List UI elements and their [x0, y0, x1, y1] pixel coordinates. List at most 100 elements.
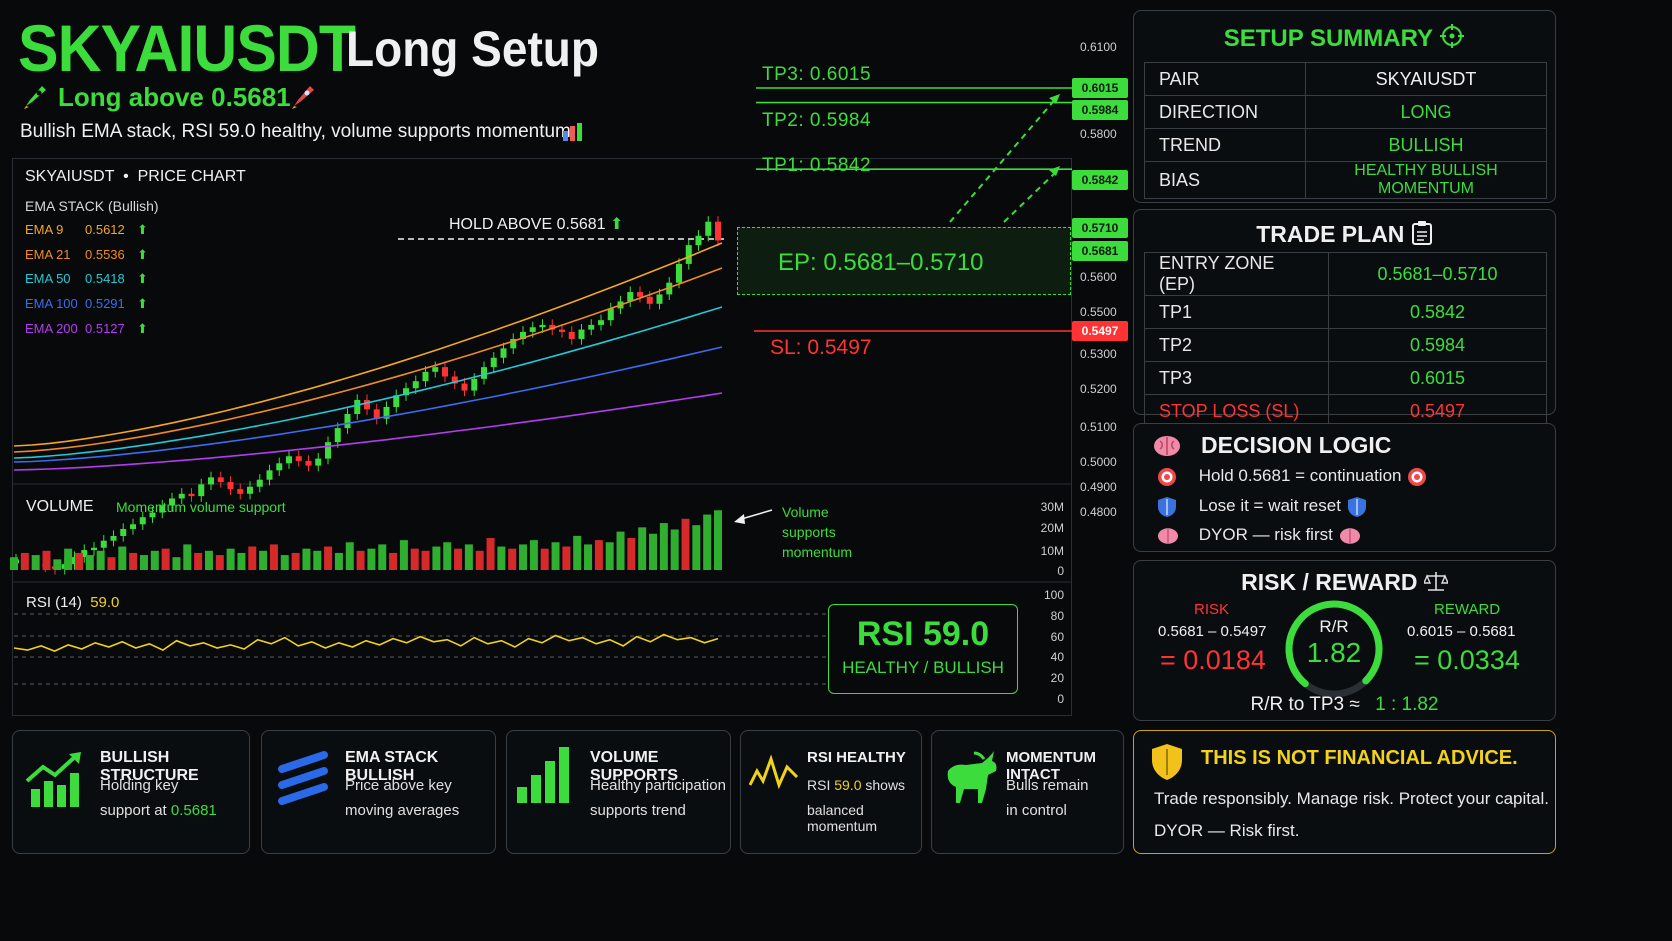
target-arrow [949, 95, 1059, 223]
volume-bar [74, 552, 83, 570]
volume-bar [139, 555, 148, 570]
card-rsi-healthy: RSI HEALTHY RSI 59.0 shows balanced mome… [740, 730, 922, 854]
candle-body [149, 512, 156, 518]
table-row: ENTRY ZONE (EP) 0.5681–0.5710 [1144, 252, 1547, 296]
row-key: BIAS [1144, 161, 1306, 199]
ema-label: EMA 21 [25, 246, 71, 262]
candle-body [198, 484, 205, 497]
rsi-tick: 40 [1050, 650, 1064, 665]
candle-body [91, 547, 97, 551]
candle-body [412, 381, 419, 389]
rsi-tick: 60 [1050, 629, 1064, 644]
candle-body [130, 524, 136, 529]
risk-range: 0.5681 – 0.5497 [1158, 623, 1267, 640]
candle-body [403, 388, 409, 396]
candle-body [578, 329, 585, 339]
price-tags: 0.6015 0.5984 0.5842 0.5710 0.5681 0.549… [1072, 0, 1128, 720]
bar-chart-icon [562, 122, 584, 147]
volume-bar [334, 552, 343, 570]
table-row: TREND BULLISH [1144, 128, 1547, 162]
rsi-tick: 0 [1057, 692, 1064, 706]
card-text: Bulls remain [1006, 777, 1089, 794]
candle-body [188, 493, 195, 497]
volume-tick: 30M [1040, 500, 1064, 514]
volume-bar [432, 546, 441, 570]
volume-bar [194, 552, 203, 570]
price-tick: 0.4900 [1080, 480, 1117, 494]
volume-bar [378, 544, 387, 570]
rsi-line [13, 633, 719, 652]
candle-body [549, 324, 556, 330]
candle-body [432, 367, 439, 372]
candle-body [637, 292, 643, 297]
entry-zone [737, 227, 1071, 295]
rocket-icon [20, 82, 50, 112]
candle-body [656, 294, 663, 304]
volume-bar [486, 538, 495, 570]
decision-logic-panel: DECISION LOGIC Hold 0.5681 = continuatio… [1133, 423, 1556, 552]
tag-tp3: 0.6015 [1072, 78, 1128, 98]
up-arrow-icon: ⬆ [137, 222, 148, 237]
volume-bar [324, 546, 333, 570]
candle-body [344, 414, 351, 429]
ema-legend-item: EMA 200 0.5127 ⬆ [25, 321, 148, 337]
volume-bar [594, 540, 603, 570]
rsi-title: RSI (14) 59.0 [26, 594, 120, 611]
bull-icon [947, 751, 997, 803]
decision-item: Lose it = wait reset [1156, 496, 1368, 518]
volume-bar [204, 550, 213, 570]
rr-gauge-arc [1285, 600, 1383, 688]
candle-body [676, 263, 682, 283]
volume-bar [659, 523, 668, 570]
volume-bar [107, 557, 116, 570]
arrow-head [1049, 166, 1060, 176]
candle-body [364, 399, 370, 410]
shield-icon [1156, 496, 1178, 517]
candle-body [461, 383, 468, 391]
table-row: DIRECTION LONG [1144, 95, 1547, 129]
candle-body [334, 428, 341, 443]
candle-body [256, 479, 263, 487]
volume-bar [96, 550, 105, 570]
candle-body [685, 245, 692, 264]
price-chart-svg [10, 87, 1072, 685]
ema-label: EMA 200 [25, 320, 78, 336]
candle-body [705, 221, 712, 236]
candle-body [442, 367, 448, 377]
candle-body [510, 338, 517, 349]
risk-label: RISK [1194, 601, 1230, 618]
candle-body [529, 327, 536, 332]
up-arrow-icon: ⬆ [137, 246, 148, 262]
tp2-label: TP2: 0.5984 [762, 110, 872, 131]
volume-bar [573, 535, 582, 570]
trade-plan-panel: TRADE PLAN ENTRY ZONE (EP) 0.5681–0.5710 … [1133, 209, 1556, 428]
tag-ep-high: 0.5710 [1072, 218, 1128, 238]
decision-title: DECISION LOGIC [1201, 432, 1392, 458]
volume-bar [681, 518, 690, 570]
candle-body [490, 357, 497, 368]
card-title: BULLISH STRUCTURE [100, 749, 199, 784]
crosshair-icon [1439, 23, 1465, 56]
candle-body [451, 376, 458, 384]
candle-body [607, 308, 614, 321]
ema-value: 0.5536 [85, 246, 125, 262]
ema-label: EMA 100 [25, 296, 78, 312]
volume-bar [20, 552, 29, 570]
candle-body [393, 395, 400, 407]
ema-line [13, 306, 723, 459]
decision-item: Hold 0.5681 = continuation [1156, 466, 1428, 488]
volume-bar [475, 550, 484, 570]
candle-body [139, 517, 146, 525]
rsi-box-value: RSI 59.0 [856, 615, 990, 653]
row-key: DIRECTION [1144, 95, 1306, 129]
volume-bar [421, 550, 430, 570]
brain-icon [1338, 525, 1362, 544]
tag-ep-low: 0.5681 [1072, 241, 1128, 261]
trade-plan-title: TRADE PLAN [1134, 220, 1555, 252]
ema-value: 0.5612 [85, 222, 125, 237]
card-text: moving averages [345, 802, 460, 819]
stop-loss-label: SL: 0.5497 [770, 336, 872, 359]
candle-body [354, 399, 361, 415]
candle-body [627, 292, 634, 302]
candle-body [646, 296, 653, 304]
